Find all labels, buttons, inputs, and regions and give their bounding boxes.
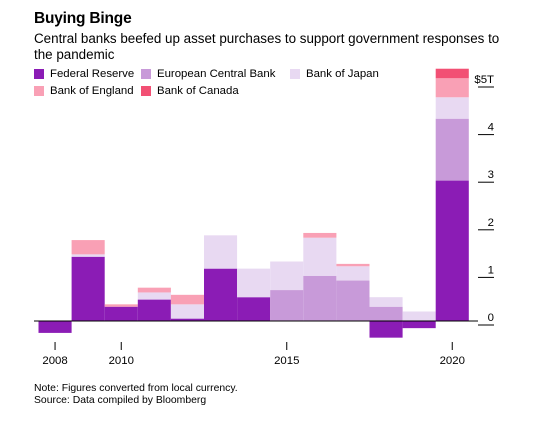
bar-segment xyxy=(71,256,105,321)
footnote: Note: Figures converted from local curre… xyxy=(34,383,238,394)
bar-segment xyxy=(237,297,271,321)
bar-segment xyxy=(303,232,337,238)
legend-item-bank-of-england: Bank of England xyxy=(34,85,134,97)
legend-label: Bank of Japan xyxy=(306,68,379,80)
x-tick-label: 2008 xyxy=(42,355,67,367)
bar-segment xyxy=(170,304,204,319)
chart-title: Buying Binge xyxy=(34,10,132,27)
legend-item-bank-of-canada: Bank of Canada xyxy=(141,85,239,97)
x-tick-label: 2010 xyxy=(109,355,134,367)
y-tick-label: 0 xyxy=(488,312,494,324)
bar-segment xyxy=(435,68,469,79)
legend-item-federal-reserve: Federal Reserve xyxy=(34,68,134,80)
y-tick-label: 1 xyxy=(488,264,494,276)
bar-segment xyxy=(204,235,238,269)
legend-item-bank-of-japan: Bank of Japan xyxy=(290,68,379,80)
bar-segment xyxy=(237,268,271,298)
y-tick-label: 2 xyxy=(488,217,494,229)
bar-segment xyxy=(38,321,72,333)
bar-segment xyxy=(71,254,105,257)
bar-segment xyxy=(369,306,403,321)
bar-segment xyxy=(435,97,469,119)
bar-segment xyxy=(303,275,337,321)
bar-segment xyxy=(137,287,171,293)
legend-swatch xyxy=(290,69,300,79)
y-tick-label: $5T xyxy=(474,74,494,86)
bar-segment xyxy=(170,294,204,305)
bar-segment xyxy=(435,118,469,181)
bar-segment xyxy=(402,321,436,329)
bar-segment xyxy=(270,290,304,321)
bar-segment xyxy=(369,297,403,307)
bar-segment xyxy=(336,266,370,281)
chart-subtitle: Central banks beefed up asset purchases … xyxy=(34,31,500,62)
bar-segment xyxy=(137,299,171,321)
bar-segment xyxy=(435,78,469,98)
legend-label: Federal Reserve xyxy=(50,68,135,80)
y-tick-label: 3 xyxy=(488,169,494,181)
legend-swatch xyxy=(141,69,151,79)
bar-segment xyxy=(336,280,370,321)
bar-segment xyxy=(369,321,403,338)
bar-segment xyxy=(303,237,337,276)
y-tick-label: 4 xyxy=(488,122,494,134)
bar-chart: 0 1 2 3 4 $5T 2008 2010 2015 2020 xyxy=(34,68,494,367)
legend-label: European Central Bank xyxy=(157,68,276,80)
bar-segment xyxy=(170,318,204,321)
x-tick-label: 2020 xyxy=(440,355,465,367)
bar-segment xyxy=(104,304,138,307)
bar-segment xyxy=(204,268,238,321)
bar-segment xyxy=(137,292,171,300)
source-note: Source: Data compiled by Bloomberg xyxy=(34,395,207,406)
bar-segment xyxy=(71,240,105,255)
legend-swatch xyxy=(34,86,44,96)
bar-segment xyxy=(270,261,304,291)
legend-item-european-central-bank: European Central Bank xyxy=(141,68,275,80)
legend-label: Bank of Canada xyxy=(157,85,239,97)
legend-label: Bank of England xyxy=(50,85,134,97)
legend-swatch xyxy=(141,86,151,96)
bar-segment xyxy=(435,180,469,321)
bar-segment xyxy=(104,306,138,321)
legend-swatch xyxy=(34,69,44,79)
bar-segment xyxy=(402,311,436,321)
chart-footer: Note: Figures converted from local curre… xyxy=(34,383,238,407)
x-tick-label: 2015 xyxy=(274,355,299,367)
bar-segment xyxy=(336,263,370,267)
